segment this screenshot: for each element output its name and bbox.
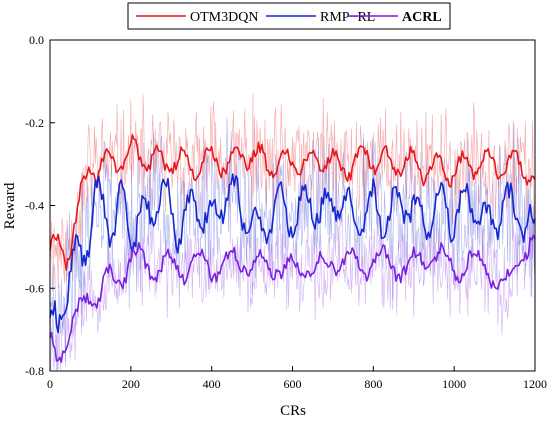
legend-label-otm3dqn: OTM3DQN <box>190 10 258 25</box>
y-axis-title: Reward <box>2 182 18 229</box>
y-axis: 0.0 -0.2 -0.4 -0.6 -0.8 <box>25 33 55 378</box>
series-line-2 <box>49 234 536 363</box>
y-tick-label: -0.6 <box>25 281 44 295</box>
x-tick-label: 200 <box>122 377 140 391</box>
y-tick-label: -0.2 <box>25 116 44 130</box>
x-tick-label: 600 <box>284 377 302 391</box>
x-tick-label: 0 <box>47 377 53 391</box>
plot-frame <box>49 39 536 372</box>
noise-trace-2 <box>49 205 536 371</box>
series-line-1 <box>49 173 536 334</box>
x-tick-label: 1200 <box>523 377 547 391</box>
x-axis-title: CRs <box>280 403 306 419</box>
x-axis: 0 200 400 600 800 1000 1200 <box>47 366 547 391</box>
y-tick-label: -0.4 <box>25 199 44 213</box>
y-tick-label: 0.0 <box>29 33 44 47</box>
legend-label-rmp-rl: RMP−RL <box>320 10 375 25</box>
noise-trace-0 <box>49 93 536 292</box>
x-tick-label: 400 <box>203 377 221 391</box>
series-lines <box>49 134 536 363</box>
series-line-0 <box>49 134 536 271</box>
y-tick-label: -0.8 <box>25 364 44 378</box>
legend-label-acrl: ACRL <box>402 10 442 25</box>
legend: OTM3DQN RMP−RL ACRL <box>127 2 451 30</box>
x-tick-label: 1000 <box>442 377 466 391</box>
noise-trace-1 <box>49 117 536 371</box>
x-tick-label: 800 <box>364 377 382 391</box>
noise-bands <box>49 93 536 371</box>
